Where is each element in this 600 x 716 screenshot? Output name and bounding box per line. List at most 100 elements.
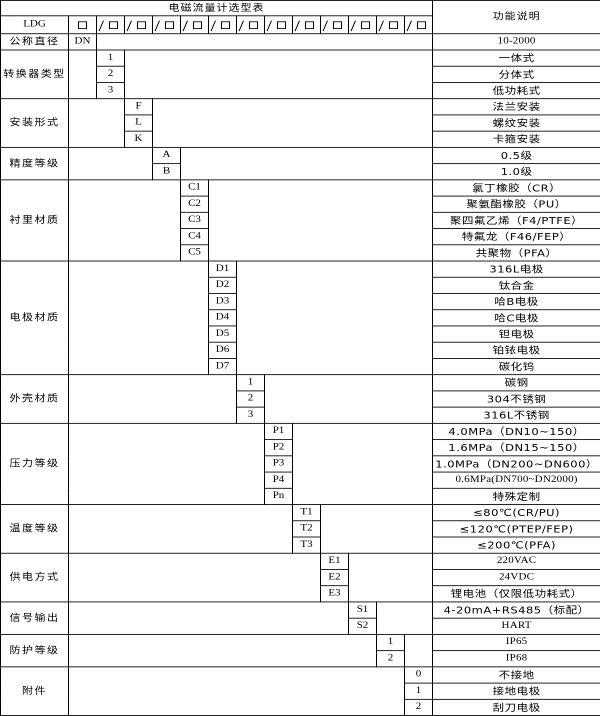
code-cell[interactable]: T3 <box>292 536 321 554</box>
model-slot-11[interactable] <box>376 15 405 35</box>
code-cell[interactable]: P3 <box>264 455 293 473</box>
code-cell[interactable]: D7 <box>208 358 237 376</box>
code-cell[interactable]: 2 <box>403 698 434 716</box>
code-cell[interactable]: D5 <box>208 325 237 343</box>
code-cell[interactable]: 2 <box>376 650 405 668</box>
model-slot-3[interactable] <box>152 15 181 35</box>
table-row: C4 特氟龙（F46/FEP） <box>1 228 600 246</box>
code-cell[interactable]: D2 <box>208 276 237 294</box>
code-cell[interactable]: F <box>124 98 153 116</box>
code-cell[interactable]: C5 <box>180 244 209 262</box>
section-label-12: 附件 <box>0 666 69 716</box>
code-cell[interactable]: 1 <box>96 49 125 67</box>
code-cell[interactable]: E3 <box>320 585 349 603</box>
code-cell[interactable]: C4 <box>180 228 209 246</box>
table-row: L 螺纹安装 <box>1 114 600 132</box>
code-cell[interactable]: DN <box>68 33 97 51</box>
table-row: 精度等级 A 0.5级 <box>0 146 600 181</box>
description-cell: 钽电极 <box>432 325 600 343</box>
code-cell[interactable]: E1 <box>320 552 349 570</box>
code-cell[interactable]: L <box>124 114 153 132</box>
model-slot-10[interactable] <box>348 15 377 35</box>
table-row: T3 ≤200℃(PFA) <box>1 536 600 554</box>
description-cell: 1.0级 <box>432 163 600 181</box>
section-label-0: 公称直径 <box>0 33 69 51</box>
section-label-4: 衬里材质 <box>0 179 69 262</box>
spacer-left <box>68 552 321 603</box>
description-cell: 316L电极 <box>432 260 600 278</box>
spacer-right <box>375 601 434 635</box>
model-code-row: LDG <box>0 15 600 35</box>
spacer-left <box>68 179 181 262</box>
spacer-right <box>291 422 434 505</box>
description-cell: 碳化钨 <box>432 358 600 376</box>
spacer-left <box>68 633 377 668</box>
code-cell[interactable]: T2 <box>292 520 321 538</box>
code-cell[interactable]: E2 <box>320 569 349 587</box>
code-cell[interactable]: 0 <box>403 666 434 684</box>
model-slot-12[interactable] <box>403 15 434 35</box>
spacer-right <box>207 179 434 262</box>
code-cell[interactable]: T1 <box>292 504 321 522</box>
code-cell[interactable]: D3 <box>208 293 237 311</box>
table-row: D3 哈B电极 <box>1 293 600 311</box>
code-cell[interactable]: D4 <box>208 309 237 327</box>
spacer-left <box>68 146 153 181</box>
code-cell[interactable]: D1 <box>208 260 237 278</box>
code-cell[interactable]: 2 <box>236 390 265 408</box>
description-cell: 1.0MPa（DN200~DN600） <box>432 455 600 473</box>
model-slot-9[interactable] <box>320 15 349 35</box>
code-cell[interactable]: 1 <box>236 374 265 392</box>
code-cell[interactable]: 3 <box>96 82 125 100</box>
code-cell[interactable]: Pn <box>264 487 293 505</box>
code-cell[interactable]: C2 <box>180 195 209 213</box>
model-slot-0[interactable] <box>68 15 97 35</box>
code-cell[interactable]: 1 <box>376 633 405 652</box>
description-cell: 220VAC <box>432 552 600 570</box>
code-cell[interactable]: 2 <box>96 65 125 83</box>
model-slot-6[interactable] <box>236 15 265 35</box>
code-cell[interactable]: C1 <box>180 179 209 197</box>
code-cell[interactable]: P2 <box>264 439 293 457</box>
code-cell[interactable]: 1 <box>403 682 434 700</box>
description-cell: 304不锈钢 <box>432 390 600 408</box>
code-cell[interactable]: A <box>152 146 181 165</box>
model-slot-7[interactable] <box>264 15 293 35</box>
model-slot-1[interactable] <box>96 15 125 35</box>
code-cell[interactable]: D6 <box>208 341 237 359</box>
model-slot-5[interactable] <box>208 15 237 35</box>
description-cell: 316L不锈钢 <box>432 406 600 424</box>
description-cell: 0.6MPa(DN700~DN2000) <box>432 471 600 489</box>
description-cell: 0.5级 <box>432 146 600 165</box>
description-cell: 螺纹安装 <box>432 114 600 132</box>
code-cell[interactable]: K <box>124 130 153 148</box>
code-cell[interactable]: 3 <box>236 406 265 424</box>
description-cell: 卡箍安装 <box>432 130 600 148</box>
code-cell[interactable]: S1 <box>348 601 377 619</box>
table-row: 3 316L不锈钢 <box>1 406 600 424</box>
code-cell[interactable]: B <box>152 163 181 181</box>
spacer-left <box>68 601 349 635</box>
table-row: 安装形式 F 法兰安装 <box>0 98 600 148</box>
code-cell[interactable]: P4 <box>264 471 293 489</box>
code-cell[interactable]: P1 <box>264 422 293 441</box>
section-label-6: 外壳材质 <box>0 374 69 424</box>
model-slot-2[interactable] <box>124 15 153 35</box>
description-cell: 4-20mA+RS485（标配） <box>432 601 600 619</box>
section-label-9: 供电方式 <box>0 552 69 603</box>
description-cell: 分体式 <box>432 65 600 83</box>
code-cell[interactable]: S2 <box>348 617 377 635</box>
section-label-11: 防护等级 <box>0 633 69 668</box>
spacer-right <box>319 504 434 554</box>
description-cell: 刮刀电极 <box>432 698 600 716</box>
description-cell: 接地电极 <box>432 682 600 700</box>
model-slot-8[interactable] <box>292 15 321 35</box>
code-cell[interactable]: C3 <box>180 211 209 229</box>
table-row: 衬里材质 C1 氯丁橡胶（CR） <box>0 179 600 262</box>
section-label-1: 转换器类型 <box>0 49 69 100</box>
model-slot-4[interactable] <box>180 15 209 35</box>
section-label-2: 安装形式 <box>0 98 69 148</box>
table-row: 2 刮刀电极 <box>1 698 600 716</box>
spacer-right <box>263 374 434 424</box>
description-cell: 法兰安装 <box>432 98 600 116</box>
